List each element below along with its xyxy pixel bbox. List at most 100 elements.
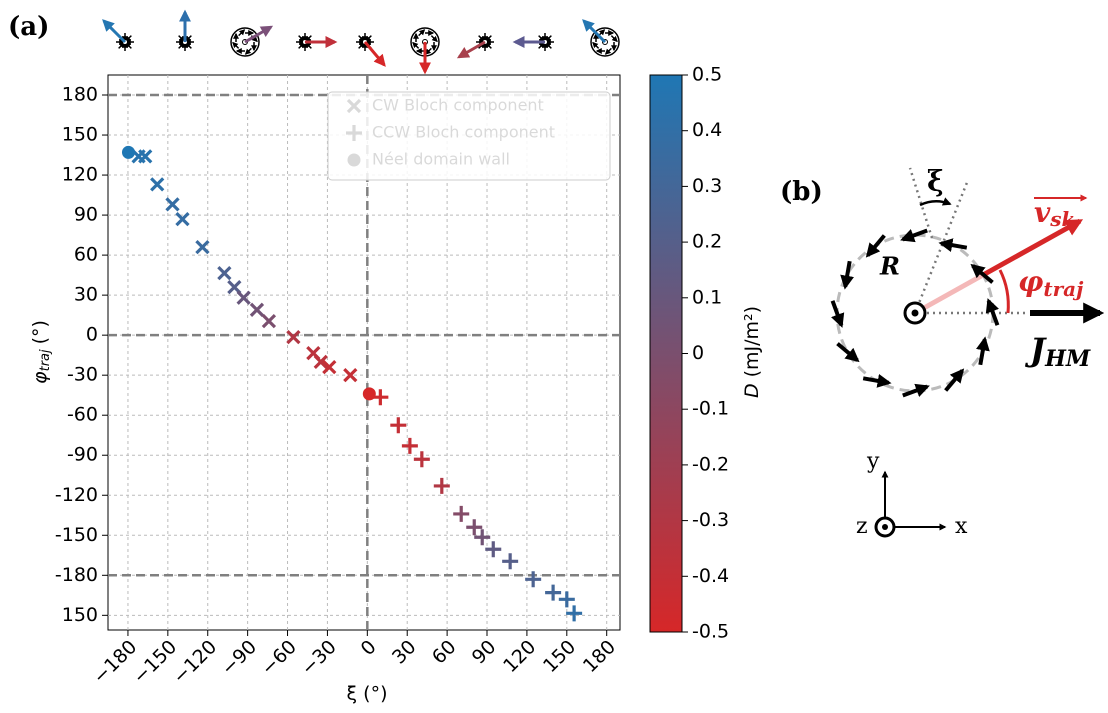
panel-label: (b) [780,177,823,207]
icon-direction [244,25,274,44]
x-axis-label: ξ (°) [347,683,388,705]
y-tick-label: 150 [62,604,98,626]
data-point [390,417,407,434]
icon-arrow [244,47,252,55]
x-tick-label: 60 [428,636,461,669]
icon-direction [582,19,607,44]
data-point [343,368,358,383]
data-point [150,177,165,192]
data-point [474,529,491,546]
data-point [322,360,337,375]
y-tick-label: -90 [67,444,98,466]
data-point [453,505,470,522]
y-axis-label: φtraj (°) [29,320,53,384]
colorbar-tick-label: -0.1 [692,398,729,420]
x-tick-label: 0 [357,636,381,660]
colorbar-label: D (mJ/m²) [741,306,763,398]
velocity-symbol: v [1034,196,1051,229]
y-tick-label: -150 [55,524,98,546]
phi-arc [998,269,1010,314]
data-point [195,239,210,255]
y-tick-label: 180 [62,84,98,106]
y-tick-label: -120 [55,484,98,506]
y-tick-label: -30 [67,364,98,386]
x-tick-label: −150 [129,636,181,688]
moment-arrow [900,228,928,243]
xi-arc [919,197,952,207]
data-point [165,197,180,212]
colorbar [649,74,683,633]
x-tick-label: 120 [499,636,540,677]
velocity-subscript: sk [1049,207,1075,231]
colorbar-tick-label: -0.4 [692,565,729,587]
data-point [401,437,418,454]
moment-arrow [985,298,1000,326]
data-point [502,553,519,570]
data-point [175,211,190,227]
y-tick-label: -180 [55,564,98,586]
icon-arrow [610,35,618,43]
y-label-unit: (°) [29,320,51,344]
data-point [249,302,265,317]
moment-arrow [865,234,886,258]
plot-frame [107,74,621,631]
data-point [413,451,430,468]
colorbar-tick-label: -0.2 [692,453,729,475]
icon-direction [102,19,127,44]
colorbar-tick-label: 0.4 [692,119,722,141]
y-label-symbol: φ [29,371,51,384]
radius-line [913,272,985,316]
moment-arrow [836,342,860,363]
y-tick-label: 60 [74,244,98,266]
moment-arrow [830,300,845,328]
data-point [485,541,502,558]
y-tick-label: -60 [67,404,98,426]
data-point [286,330,301,345]
data-point [566,605,583,622]
z-axis-dot [882,524,888,530]
icon-arrow [412,41,420,49]
colorbar-tick-label: 0.3 [692,175,722,197]
phi-symbol: φ [1018,265,1044,298]
x-tick-label: −180 [89,636,141,688]
icon-arrow [604,47,612,55]
y-tick-label: 150 [62,124,98,146]
center-dot [911,309,919,317]
current-label: JHM [1024,331,1091,373]
diagram: (b) ξ R vsk φtraj JHM y x z [780,165,1105,539]
colorbar-label-symbol: D [741,383,763,398]
icon-ring [590,27,620,57]
x-tick-label: 90 [468,636,501,669]
panel-label: (a) [8,12,49,42]
x-tick-label: 150 [539,636,580,677]
radius-label: R [879,252,900,281]
x-axis-name: x [955,514,968,539]
icon-arrow [430,35,438,43]
z-axis-name: z [856,514,868,539]
data-point [362,387,376,401]
x-tick-label: −120 [169,636,221,688]
icon-arrow [424,47,432,55]
moment-arrow [975,336,990,366]
data-point [138,149,153,164]
icon-arrow [418,29,426,37]
x-tick-label: −90 [217,636,261,680]
legend-box [327,91,611,181]
data-point [545,584,562,601]
colorbar-tick-label: 0.5 [692,64,722,86]
moment-arrow [970,263,994,284]
y-label-subscript: traj [38,349,53,371]
moment-arrow [902,383,930,398]
moment-arrow [862,373,892,388]
current-symbol: J [1024,331,1047,369]
colorbar-tick-label: -0.5 [692,621,729,643]
moment-arrow [938,238,968,253]
colorbar-tick-label: 0.1 [692,286,722,308]
moment-arrow [840,260,855,290]
current-subscript: HM [1044,346,1091,372]
y-tick-label: 0 [86,324,98,346]
data-point [433,477,450,494]
y-tick-label: 90 [74,204,98,226]
data-point [372,389,389,406]
data-point [466,519,483,536]
